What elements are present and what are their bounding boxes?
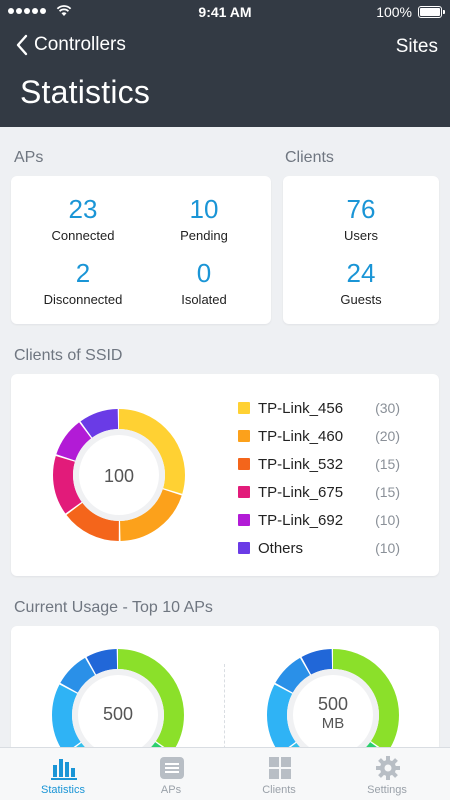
legend-label: TP-Link_692 [258, 511, 344, 529]
legend-count: (15) [375, 484, 400, 500]
legend-label: TP-Link_532 [258, 455, 344, 473]
clients-guests-label: Guests [340, 292, 382, 307]
legend-swatch [238, 458, 250, 470]
tab-bar: Statistics APs Clients [0, 747, 450, 800]
legend-item[interactable]: TP-Link_675 (15) [238, 478, 428, 506]
usage-right-center-unit: MB [322, 715, 345, 732]
clients-users-value: 76 [346, 194, 376, 224]
legend-label: Others [258, 539, 304, 557]
legend-count: (20) [375, 428, 400, 444]
back-button[interactable]: Controllers [16, 34, 126, 56]
legend-item[interactable]: TP-Link_692 (10) [238, 506, 428, 534]
legend-item[interactable]: Others (10) [238, 534, 428, 562]
chevron-left-icon [16, 34, 28, 56]
usage-left-center: 500 [103, 704, 133, 724]
legend-count: (10) [375, 512, 400, 528]
ap-disconnected-label: Disconnected [43, 292, 123, 307]
legend-swatch [238, 514, 250, 526]
legend-label: TP-Link_460 [258, 427, 344, 445]
bar-chart-icon [51, 759, 77, 780]
clients-users-label: Users [344, 228, 378, 243]
ap-pending-label: Pending [180, 228, 228, 243]
status-time: 9:41 AM [198, 4, 252, 20]
legend-item[interactable]: TP-Link_460 (20) [238, 422, 428, 450]
legend-count: (10) [375, 540, 400, 556]
tab-statistics[interactable]: Statistics [7, 748, 119, 800]
clients-card[interactable]: 76 Users 24 Guests [283, 176, 439, 324]
usage-divider [224, 664, 225, 764]
tab-aps-label: APs [160, 784, 182, 796]
aps-card[interactable]: 23 Connected 10 Pending 2 Disconnected 0… [11, 176, 271, 324]
tab-settings-label: Settings [367, 784, 407, 796]
ap-connected-label: Connected [51, 228, 115, 243]
donut-center [78, 675, 158, 755]
ap-connected-stat[interactable]: 23 Connected [23, 194, 143, 243]
usage-card[interactable]: 500 500 MB [11, 626, 439, 781]
battery-icon [418, 6, 445, 18]
ap-disconnected-stat[interactable]: 2 Disconnected [23, 258, 143, 307]
legend-item[interactable]: TP-Link_456 (30) [238, 394, 428, 422]
aps-section-label: APs [14, 149, 44, 166]
sites-button[interactable]: Sites [395, 36, 438, 57]
ssid-donut-segment[interactable] [53, 409, 185, 541]
header: 9:41 AM 100% Controllers Sites Statistic… [0, 0, 450, 127]
tab-aps[interactable]: APs [115, 748, 227, 800]
tab-settings[interactable]: Settings [331, 748, 443, 800]
ssid-donut-chart[interactable]: 100 [49, 405, 189, 545]
ap-isolated-label: Isolated [181, 292, 227, 307]
tab-clients[interactable]: Clients [223, 748, 335, 800]
legend-swatch [238, 402, 250, 414]
legend-swatch [238, 430, 250, 442]
legend-count: (30) [375, 400, 400, 416]
page-title: Statistics [20, 74, 151, 110]
ssid-legend: TP-Link_456 (30) TP-Link_460 (20) TP-Link_53… [238, 394, 428, 562]
legend-swatch [238, 542, 250, 554]
list-icon [160, 757, 184, 779]
tab-statistics-label: Statistics [40, 784, 85, 796]
battery-percent: 100% [376, 4, 412, 20]
ssid-card[interactable]: 100 TP-Link_456 (30) TP-Link_460 (20) TP-Lin… [11, 374, 439, 576]
legend-swatch [238, 486, 250, 498]
back-button-label: Controllers [34, 34, 126, 55]
usage-left-donut-segment[interactable] [52, 649, 184, 781]
grid-icon [269, 757, 291, 779]
ap-pending-stat[interactable]: 10 Pending [144, 194, 264, 243]
ap-isolated-value: 0 [196, 258, 212, 288]
legend-label: TP-Link_675 [258, 483, 344, 501]
status-bar: 9:41 AM 100% [0, 0, 450, 24]
clients-users-stat[interactable]: 76 Users [301, 194, 421, 243]
donut-center [79, 435, 159, 515]
gear-icon [376, 756, 400, 780]
clients-guests-value: 24 [346, 258, 376, 288]
legend-item[interactable]: TP-Link_532 (15) [238, 450, 428, 478]
usage-right-donut-segment[interactable] [267, 649, 399, 781]
clients-guests-stat[interactable]: 24 Guests [301, 258, 421, 307]
usage-section-label: Current Usage - Top 10 APs [14, 599, 213, 616]
clients-section-label: Clients [285, 149, 334, 166]
ap-disconnected-value: 2 [75, 258, 91, 288]
wifi-icon [56, 5, 72, 16]
ap-pending-value: 10 [189, 194, 219, 224]
ap-isolated-stat[interactable]: 0 Isolated [144, 258, 264, 307]
tab-clients-label: Clients [262, 784, 296, 796]
usage-right-donut-segment[interactable] [267, 649, 399, 781]
donut-center [293, 675, 373, 755]
legend-count: (15) [375, 456, 400, 472]
ssid-donut-segment[interactable] [53, 409, 185, 541]
ssid-section-label: Clients of SSID [14, 347, 123, 364]
legend-label: TP-Link_456 [258, 399, 344, 417]
signal-icon [8, 8, 46, 14]
ssid-total: 100 [104, 466, 134, 486]
ap-connected-value: 23 [68, 194, 98, 224]
usage-left-donut-segment[interactable] [52, 649, 184, 781]
usage-right-center-value: 500 [318, 694, 348, 714]
